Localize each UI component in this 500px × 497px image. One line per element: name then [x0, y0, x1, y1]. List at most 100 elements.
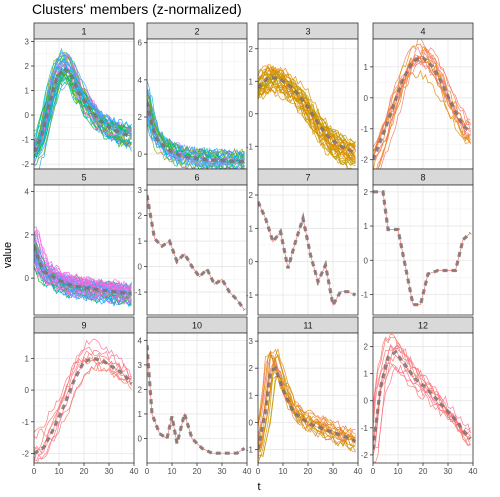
- member-series: [258, 375, 356, 446]
- member-series: [258, 72, 348, 169]
- panel-border: [257, 332, 359, 464]
- member-series: [147, 125, 245, 168]
- x-tick-label: 20: [419, 467, 428, 476]
- x-tick-label: 10: [394, 467, 403, 476]
- facet-strip-label: 10: [192, 321, 202, 331]
- member-series: [34, 254, 132, 293]
- y-tick-label: 0: [25, 111, 30, 120]
- y-tick-label: 0: [25, 274, 30, 283]
- x-tick-label: 0: [256, 467, 261, 476]
- y-tick-label: 6: [138, 39, 143, 48]
- x-tick-label: 40: [243, 467, 252, 476]
- member-series: [258, 371, 356, 456]
- y-tick-label: -1: [246, 142, 254, 151]
- facet-panels: 1-2-10123202463-10124-2-10150246-101237-…: [22, 22, 478, 476]
- panel-border: [146, 332, 248, 464]
- member-series: [34, 68, 132, 145]
- facet-panel-9: 9 0 10 20 30 40 -2 -1 0 1: [22, 316, 139, 476]
- x-axis-label: t: [257, 481, 260, 493]
- y-tick-label: 1: [25, 87, 30, 96]
- facet-strip-label: 5: [81, 173, 86, 183]
- y-tick-label: 0: [249, 258, 254, 267]
- y-tick-label: 4: [25, 188, 30, 197]
- member-series: [258, 81, 356, 163]
- member-series-group: [258, 64, 357, 169]
- member-series: [34, 267, 132, 300]
- panel-border: [33, 184, 135, 316]
- panel-border: [33, 332, 135, 464]
- member-series: [147, 114, 245, 169]
- member-series: [34, 354, 132, 440]
- member-series: [258, 72, 356, 163]
- x-tick-label: 10: [279, 467, 288, 476]
- y-tick-label: 1: [364, 370, 369, 379]
- centroid-line: [258, 76, 357, 155]
- member-series: [147, 121, 245, 169]
- centroid-line: [147, 345, 246, 455]
- x-tick-label: 20: [80, 467, 89, 476]
- y-tick-label: 3: [249, 337, 254, 346]
- y-tick-label: 2: [249, 45, 254, 54]
- y-tick-label: -1: [22, 136, 30, 145]
- facet-panel-2: 2 0 2 4 6: [138, 22, 248, 170]
- x-tick-label: 30: [218, 467, 227, 476]
- member-series-group: [373, 333, 472, 463]
- x-tick-label: 40: [354, 467, 363, 476]
- y-tick-label: 0: [25, 386, 30, 395]
- x-tick-label: 10: [168, 467, 177, 476]
- member-series: [373, 336, 471, 437]
- y-tick-label: 2: [364, 188, 369, 197]
- member-series: [373, 45, 471, 161]
- panel-border: [372, 184, 474, 316]
- y-tick-label: 2: [25, 231, 30, 240]
- facet-strip-label: 11: [303, 321, 312, 331]
- y-tick-label: -2: [361, 451, 369, 460]
- y-tick-label: 0: [249, 418, 254, 427]
- chart-title: Clusters' members (z-normalized): [32, 1, 242, 17]
- facet-strip-label: 2: [194, 27, 199, 37]
- x-tick-label: 10: [55, 467, 64, 476]
- member-series-group: [373, 190, 472, 307]
- facet-strip-label: 1: [81, 27, 86, 37]
- member-series: [34, 52, 132, 147]
- panel-border: [146, 184, 248, 316]
- y-tick-label: -1: [246, 445, 254, 454]
- y-tick-label: 0: [364, 256, 369, 265]
- member-series: [34, 247, 132, 299]
- member-series: [34, 350, 132, 463]
- member-series-group: [34, 338, 133, 463]
- member-series: [258, 81, 356, 152]
- member-series: [258, 83, 356, 164]
- facet-strip-label: 4: [420, 27, 425, 37]
- member-series: [373, 39, 471, 161]
- centroid-line: [34, 356, 133, 455]
- member-series-group: [373, 39, 472, 169]
- member-series: [34, 361, 132, 462]
- y-tick-label: 1: [249, 77, 254, 86]
- y-tick-label: 0: [138, 263, 143, 272]
- member-series: [34, 338, 132, 463]
- y-tick-label: 2: [25, 62, 30, 71]
- y-tick-label: 3: [25, 37, 30, 46]
- y-tick-label: 2: [138, 385, 143, 394]
- member-series-group: [147, 345, 246, 455]
- x-tick-label: 0: [32, 467, 37, 476]
- facet-panel-7: 7 -1 0 1 2: [246, 168, 359, 316]
- y-tick-label: 2: [138, 212, 143, 221]
- y-tick-label: -1: [135, 288, 143, 297]
- member-series: [258, 354, 356, 459]
- centroid-line: [258, 201, 357, 310]
- centroid-line: [147, 194, 246, 311]
- member-series: [34, 72, 132, 164]
- y-tick-label: -1: [361, 424, 369, 433]
- member-series-group: [258, 347, 357, 463]
- y-tick-label: 1: [25, 354, 30, 363]
- y-tick-label: -1: [246, 291, 254, 300]
- y-tick-label: 2: [249, 364, 254, 373]
- centroid-line: [147, 101, 245, 164]
- facet-strip-label: 7: [305, 173, 310, 183]
- y-tick-label: 1: [249, 224, 254, 233]
- member-series: [258, 79, 356, 166]
- y-tick-label: 1: [138, 237, 143, 246]
